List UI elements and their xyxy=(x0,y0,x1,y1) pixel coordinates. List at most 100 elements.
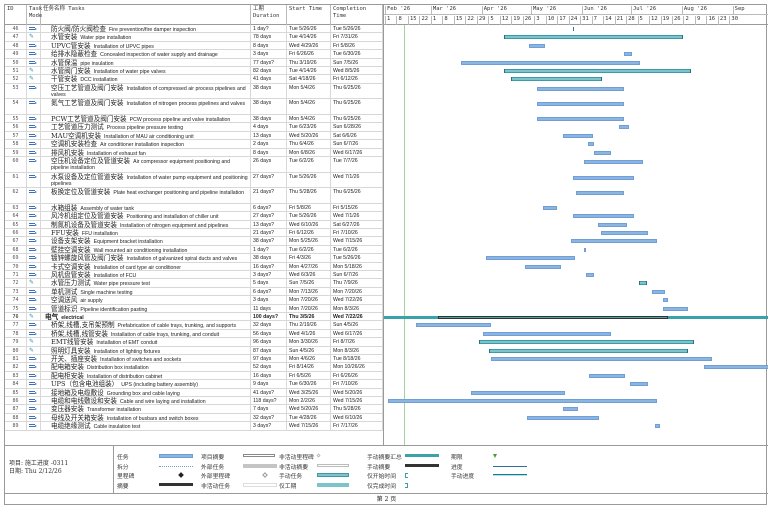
table-row[interactable]: 80 ✎ 照明灯具安装 Installation of lighting fixtur… xyxy=(5,346,383,355)
task-name[interactable]: UPS（包含电池组装） UPS (including battery assemb… xyxy=(41,380,251,388)
table-row[interactable]: 69 镀锌螺旋风管及阀门安装 Installation of galvanized … xyxy=(5,254,383,263)
task-name[interactable]: 配电柜安装 Installation of distribution cabine… xyxy=(41,371,251,380)
table-row[interactable]: 55 PCW工艺管道及阀门安装 PCW process pipeline and v… xyxy=(5,115,383,124)
task-name[interactable]: 水箱组装 Assembly of water tank xyxy=(41,203,251,212)
col-header-name[interactable]: 任务名称 Tasks xyxy=(41,5,251,25)
table-row[interactable]: 59 排风机安装 Installation of exhaust fan 8 days… xyxy=(5,148,383,157)
gantt-task-bar[interactable] xyxy=(543,205,557,210)
table-row[interactable]: 76 ✎ 电气 electrical 100 days? Thu 3/5/26 Wed 7/… xyxy=(5,313,383,322)
task-name[interactable]: 电缆绝缘测试 Cable insulation test xyxy=(41,422,251,430)
task-name[interactable]: 工艺管道压力测试 Process pipeline pressure testin… xyxy=(41,123,251,131)
task-name[interactable]: 风冷机组定位及管道安装 Positioning and installation … xyxy=(41,212,251,220)
gantt-manual-task-bar[interactable] xyxy=(638,281,647,286)
gantt-task-bar[interactable] xyxy=(654,424,660,429)
task-name[interactable]: 壁挂空调安装 Wall mounted air conditioning inst… xyxy=(41,245,251,254)
gantt-task-bar[interactable] xyxy=(471,390,565,395)
table-row[interactable]: 61 水泵设备及定位管道安装 Installation of water pump … xyxy=(5,172,383,189)
table-row[interactable]: 74 空调送风 air supply 3 days Mon 7/20/26 Wed 7/2… xyxy=(5,296,383,305)
gantt-task-bar[interactable] xyxy=(536,86,624,91)
gantt-task-bar[interactable] xyxy=(630,382,649,387)
gantt-task-bar[interactable] xyxy=(387,399,657,403)
gantt-manual-task-bar[interactable] xyxy=(479,340,695,345)
task-name[interactable]: 空压工艺管道及阀门安装 Installation of compressed ai… xyxy=(41,83,251,99)
table-row[interactable]: 83 配电柜安装 Installation of distribution cabi… xyxy=(5,371,383,381)
task-name[interactable]: 桥架,线槽,线管安装 Installation of cable trays, t… xyxy=(41,329,251,338)
table-row[interactable]: 49 给排水隐蔽检查 Concealed inspection of water s… xyxy=(5,50,383,59)
task-name[interactable]: 单机测试 Single machine testing xyxy=(41,287,251,296)
task-name[interactable]: 接地箱及电缆敷设 Grounding box and cable laying xyxy=(41,388,251,396)
task-name[interactable]: 母线及开关箱安装 Installation of busbars and swit… xyxy=(41,413,251,422)
task-name[interactable]: 空调送风 air supply xyxy=(41,296,251,304)
task-name[interactable]: 空调机安装检查 Air conditioner installation insp… xyxy=(41,140,251,148)
table-row[interactable]: 70 卡式空调安装 Installation of card type air co… xyxy=(5,262,383,271)
gantt-task-bar[interactable] xyxy=(563,407,578,412)
task-name[interactable]: 电气 electrical xyxy=(41,313,251,321)
gantt-task-bar[interactable] xyxy=(461,60,641,65)
task-name[interactable]: 制氮机设备及管道安装 Installation of nitrogen equip… xyxy=(41,220,251,228)
gantt-summary-bar[interactable] xyxy=(438,315,669,319)
table-row[interactable]: 54 氮气工艺管道及阀门安装 Installation of nitrogen pr… xyxy=(5,99,383,115)
task-name[interactable]: 空压机设备定位及管道安装 Air compressor equipment pos… xyxy=(41,157,251,172)
gantt-task-bar[interactable] xyxy=(527,415,600,420)
table-row[interactable]: 79 ✎ EMT线管安装 Installation of EMT conduit 96 … xyxy=(5,338,383,347)
gantt-manual-task-bar[interactable] xyxy=(504,69,692,73)
table-row[interactable]: 64 风冷机组定位及管道安装 Positioning and installatio… xyxy=(5,212,383,221)
gantt-task-bar[interactable] xyxy=(571,239,657,244)
task-name[interactable]: FFU安装 FFU installation xyxy=(41,229,251,237)
table-row[interactable]: 57 MAU空调机安装 Installation of MAU air condit… xyxy=(5,131,383,141)
gantt-task-bar[interactable] xyxy=(586,273,595,277)
task-name[interactable]: 风机盘管安装 Installation of FCU xyxy=(41,271,251,279)
task-name[interactable]: 防火阀/防火阀检查 Fire prevention/fire damper ins… xyxy=(41,25,251,33)
task-name[interactable]: 变压器安装 Transformer installation xyxy=(41,405,251,413)
table-row[interactable]: 86 电缆和电线敷设和安装 Cable and wire laying and in… xyxy=(5,397,383,406)
gantt-task-bar[interactable] xyxy=(576,191,624,196)
table-row[interactable]: 67 设备支架安装 Equipment bracket installation 38… xyxy=(5,237,383,246)
gantt-task-bar[interactable] xyxy=(572,175,634,180)
gantt-task-bar[interactable] xyxy=(490,357,713,361)
gantt-task-bar[interactable] xyxy=(651,289,665,294)
task-name[interactable]: 镀锌螺旋风管及阀门安装 Installation of galvanized sp… xyxy=(41,254,251,262)
gantt-task-bar[interactable] xyxy=(584,160,644,164)
task-name[interactable]: UPVC管安装 Installation of UPVC pipes xyxy=(41,41,251,50)
task-name[interactable]: 水管安装 Water pipe installation xyxy=(41,33,251,41)
col-header-id[interactable]: ID xyxy=(5,5,27,25)
gantt-task-bar[interactable] xyxy=(704,365,768,370)
task-name[interactable]: EMT线管安装 Installation of EMT conduit xyxy=(41,338,251,346)
table-row[interactable]: 53 空压工艺管道及阀门安装 Installation of compressed … xyxy=(5,83,383,100)
gantt-task-bar[interactable] xyxy=(594,150,611,155)
table-row[interactable]: 65 制氮机设备及管道安装 Installation of nitrogen equ… xyxy=(5,220,383,229)
task-name[interactable]: 水管保温 pipe insulation xyxy=(41,58,251,66)
gantt-task-bar[interactable] xyxy=(663,306,688,311)
task-name[interactable]: MAU空调机安装 Installation of MAU air conditio… xyxy=(41,131,251,140)
task-name[interactable]: 电缆和电线敷设和安装 Cable and wire laying and inst… xyxy=(41,397,251,405)
col-header-finish[interactable]: Completion Time xyxy=(331,5,383,25)
gantt-manual-task-bar[interactable] xyxy=(489,348,689,353)
table-row[interactable]: 58 空调机安装检查 Air conditioner installation in… xyxy=(5,140,383,149)
table-row[interactable]: 77 桥架,线槽,支吊架预制 Prefabrication of cable tra… xyxy=(5,321,383,330)
col-header-duration[interactable]: 工期 Duration xyxy=(251,5,287,25)
col-header-mode[interactable]: Task Mode xyxy=(27,5,42,25)
table-row[interactable]: 84 UPS（包含电池组装） UPS (including battery asse… xyxy=(5,380,383,389)
gantt-manual-task-bar[interactable] xyxy=(504,35,683,40)
table-row[interactable]: 48 UPVC管安装 Installation of UPVC pipes 8 day… xyxy=(5,41,383,51)
task-name[interactable]: 卡式空调安装 Installation of card type air cond… xyxy=(41,262,251,270)
task-name[interactable]: 板换定位及管道安装 Plate heat exchanger positionin… xyxy=(41,188,251,203)
task-name[interactable]: 水管阀门安装 Installation of water pipe valves xyxy=(41,67,251,75)
gantt-task-bar[interactable] xyxy=(597,222,628,227)
table-row[interactable]: 75 管道标识 Pipeline identification pasting 11 … xyxy=(5,304,383,313)
task-name[interactable]: 排风机安装 Installation of exhaust fan xyxy=(41,148,251,156)
gantt-task-bar[interactable] xyxy=(587,142,595,147)
gantt-task-bar[interactable] xyxy=(618,125,629,130)
table-row[interactable]: 51 ✎ 水管阀门安装 Installation of water pipe valv… xyxy=(5,67,383,76)
table-row[interactable]: 71 风机盘管安装 Installation of FCU 3 days? Wed 6/… xyxy=(5,271,383,280)
gantt-task-bar[interactable] xyxy=(482,331,611,336)
gantt-task-bar[interactable] xyxy=(486,256,575,261)
task-name[interactable]: 桥架,线槽,支吊架预制 Prefabrication of cable trays… xyxy=(41,321,251,329)
task-name[interactable]: 开关、插座安装 Installation of switches and sock… xyxy=(41,355,251,363)
table-row[interactable]: 82 配电箱安装 Distribution box installation 52 d… xyxy=(5,363,383,372)
task-name[interactable]: 设备支架安装 Equipment bracket installation xyxy=(41,237,251,245)
table-row[interactable]: 46 防火阀/防火阀检查 Fire prevention/fire damper i… xyxy=(5,25,383,34)
table-row[interactable]: 47 ✎ 水管安装 Water pipe installation 78 days Tue… xyxy=(5,33,383,42)
gantt-task-bar[interactable] xyxy=(536,117,624,121)
gantt-task-bar[interactable] xyxy=(525,264,562,269)
